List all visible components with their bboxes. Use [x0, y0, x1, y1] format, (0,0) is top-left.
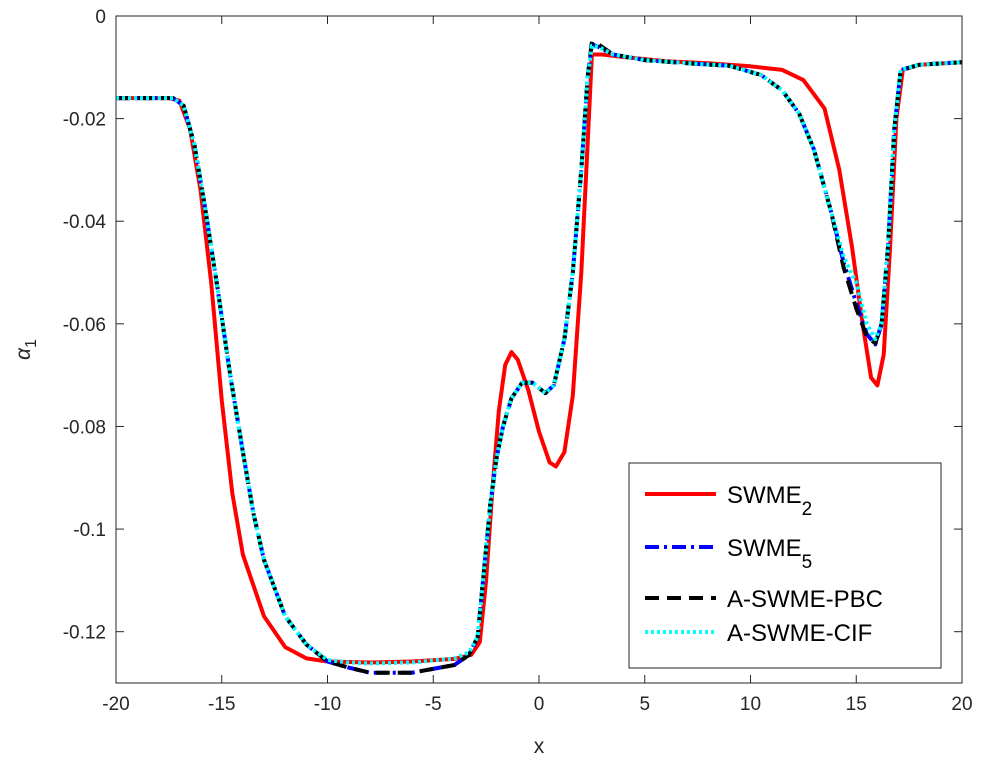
- legend-label: A-SWME-CIF: [727, 620, 872, 647]
- legend-label: A-SWME-PBC: [727, 586, 883, 613]
- x-axis-title: x: [534, 735, 545, 758]
- y-tick-label: -0.1: [73, 520, 106, 541]
- y-tick-label: -0.08: [63, 417, 106, 438]
- y-tick-label: 0: [95, 7, 106, 28]
- x-tick-label: 0: [534, 694, 545, 715]
- legend-label-main: A-SWME-CIF: [727, 620, 872, 647]
- legend-label-main: SWME: [727, 482, 802, 509]
- x-tick-label: -20: [102, 694, 129, 715]
- x-tick-label: 20: [951, 694, 972, 715]
- legend-label-subscript: 2: [802, 499, 813, 520]
- y-axis-title-subscript: 1: [23, 339, 40, 348]
- series-layer: [116, 39, 963, 675]
- series-line-4: [116, 43, 963, 666]
- legend-label-main: SWME: [727, 535, 802, 562]
- y-tick-label: -0.12: [63, 623, 106, 644]
- x-tick-label: -15: [208, 694, 235, 715]
- y-tick-label: -0.02: [63, 110, 106, 131]
- ticks-layer: -20 -15 -10 -5 0 5 10 15 20 0 -0.02 -0.04 -0.06 -0.08…: [63, 7, 973, 715]
- x-tick-label: 10: [740, 694, 761, 715]
- x-tick-label: 5: [639, 694, 650, 715]
- legend-label: SWME2: [727, 482, 812, 520]
- legend-label-subscript: 5: [802, 552, 813, 573]
- y-axis-title: α1: [12, 339, 40, 360]
- x-tick-label: -10: [314, 694, 341, 715]
- y-tick-label: -0.04: [63, 212, 107, 233]
- series-line-3: [116, 39, 963, 675]
- series-line-1: [116, 52, 963, 665]
- y-tick-label: -0.06: [63, 315, 106, 336]
- legend-label-main: A-SWME-PBC: [727, 586, 883, 613]
- y-axis-title-main: α: [12, 347, 35, 360]
- legend-label: SWME5: [727, 535, 812, 573]
- x-tick-label: -5: [425, 694, 442, 715]
- x-tick-label: 15: [846, 694, 867, 715]
